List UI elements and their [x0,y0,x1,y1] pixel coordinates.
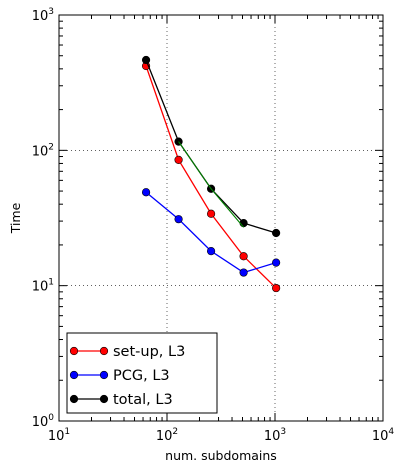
legend-label-3: total, L3 [113,392,173,408]
legend-marker [69,346,79,356]
series-2-point [174,215,183,224]
x-tick-label: 103 [264,427,286,444]
legend-marker [69,394,79,404]
series-1-point [206,209,216,218]
legend-label-1: set-up, L3 [113,344,185,360]
series-3-point [239,218,248,228]
x-tick-label: 104 [372,427,395,444]
y-tick-label: 102 [32,142,54,159]
x-axis-label: num. subdomains [165,448,277,463]
legend-marker [99,394,109,404]
x-tick-labels: 101 102 103 104 [48,427,395,444]
series-2-point [141,188,151,197]
series-2-point [272,258,281,267]
legend-label-2: PCG, L3 [113,368,170,384]
y-tick-label: 103 [32,7,54,24]
series-1-point [174,155,183,164]
y-tick-label: 101 [32,278,54,295]
series-group [141,55,281,293]
x-tick-label: 102 [156,427,178,444]
legend-marker [99,346,109,356]
series-2-point [206,247,216,256]
series-1-point [272,283,281,293]
series-2-point [239,268,248,277]
x-tick-label: 101 [48,427,70,444]
legend-frame [66,332,218,414]
plot-frame [58,14,384,422]
axis-ticks [58,14,384,422]
green-reference-line [178,141,245,228]
y-tick-labels: 100 101 102 103 [32,7,55,430]
series-1-point [239,252,248,261]
y-axis-label: Time [8,202,23,234]
y-tick-label: 100 [32,413,55,430]
legend-marker [69,370,79,380]
legend-marker [99,370,109,380]
series-3-point [141,55,151,65]
legend: set-up, L3 PCG, L3 total, L3 [66,332,218,414]
series-3-point [272,228,281,238]
